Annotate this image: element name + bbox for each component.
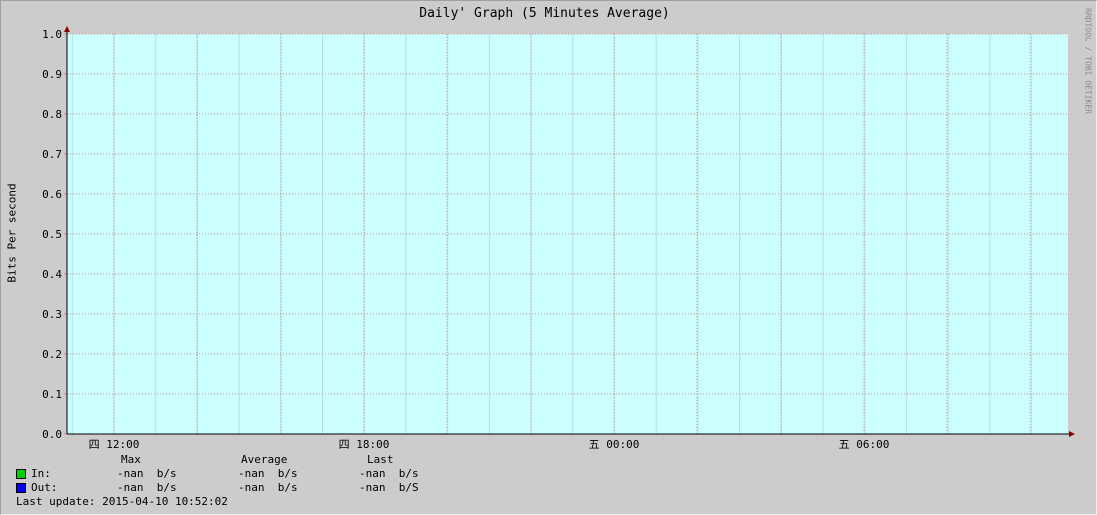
y-tick-label: 0.7: [42, 148, 62, 161]
x-tick-label: 五 00:00: [589, 438, 640, 451]
legend-in-max: -nan b/s: [117, 467, 177, 480]
last-update: Last update: 2015-04-10 10:52:02: [16, 495, 228, 508]
x-tick-label: 四 18:00: [339, 438, 390, 451]
legend-header-max: Max: [121, 453, 141, 466]
y-tick-label: 0.1: [42, 388, 62, 401]
y-tick-label: 0.6: [42, 188, 62, 201]
legend-out-max: -nan b/s: [117, 481, 177, 494]
x-tick-label: 四 12:00: [89, 438, 140, 451]
y-tick-label: 0.5: [42, 228, 62, 241]
x-tick-label: 五 06:00: [839, 438, 890, 451]
y-tick-label: 0.9: [42, 68, 62, 81]
y-tick-label: 1.0: [42, 28, 62, 41]
y-axis-arrow-icon: [64, 26, 70, 32]
legend-label-out: Out:: [31, 481, 58, 494]
legend-swatch-in: [16, 469, 26, 479]
legend-in-last: -nan b/s: [359, 467, 419, 480]
legend-label-in: In:: [31, 467, 51, 480]
chart-title: Daily' Graph (5 Minutes Average): [419, 6, 670, 21]
legend-out-last: -nan b/S: [359, 481, 419, 494]
y-tick-label: 0.8: [42, 108, 62, 121]
legend-header-last: Last: [367, 453, 394, 466]
legend-header-average: Average: [241, 453, 288, 466]
legend-swatch-out: [16, 483, 26, 493]
y-tick-label: 0.2: [42, 348, 62, 361]
x-axis-arrow-icon: [1069, 431, 1075, 437]
legend-out-average: -nan b/s: [238, 481, 298, 494]
legend-in-average: -nan b/s: [238, 467, 298, 480]
y-tick-label: 0.4: [42, 268, 62, 281]
y-tick-label: 0.0: [42, 428, 62, 441]
y-tick-label: 0.3: [42, 308, 62, 321]
